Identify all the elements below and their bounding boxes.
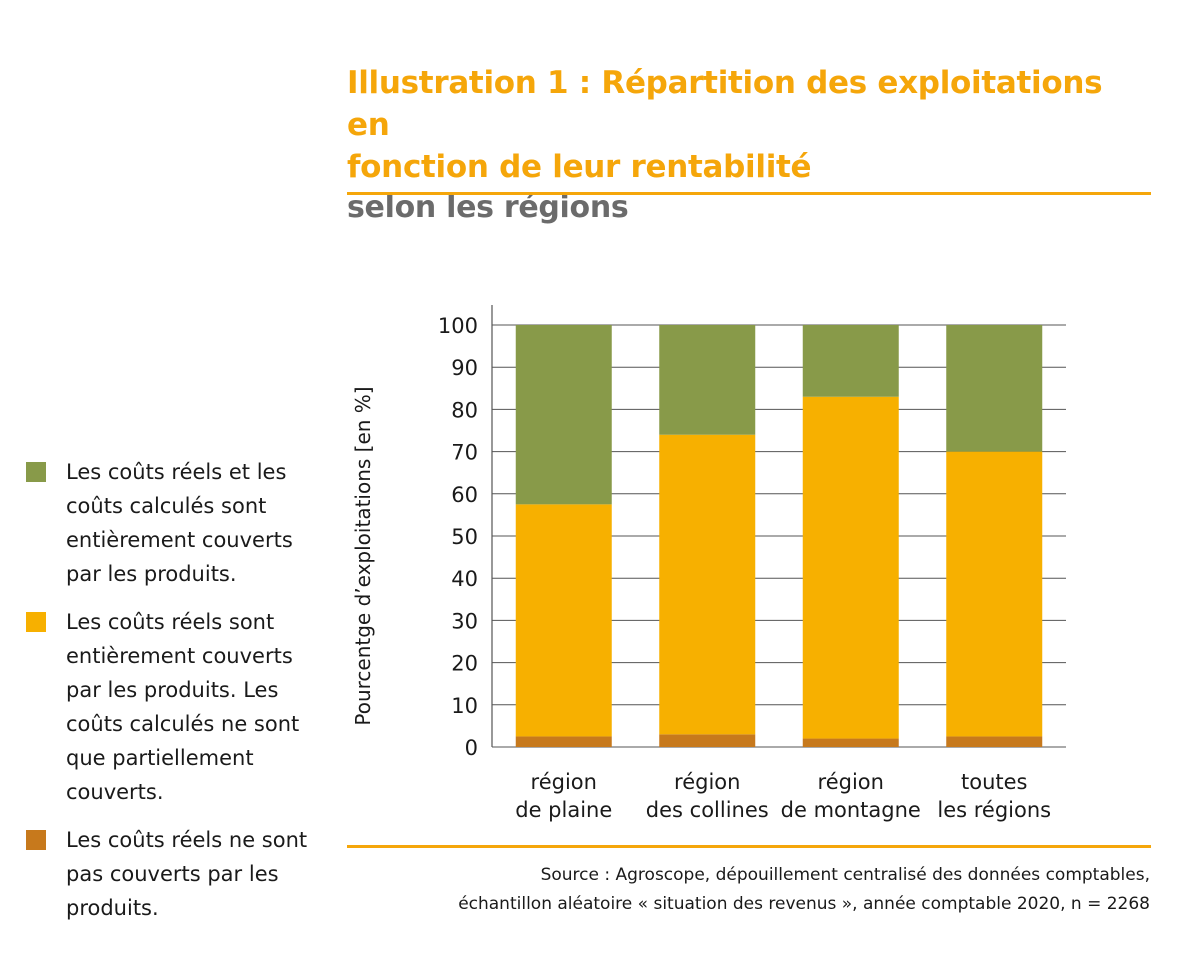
y-axis-title: Pourcentge d’exploitations [en %] [351, 386, 375, 725]
y-tick-label: 100 [438, 314, 478, 338]
bar-segment [946, 325, 1043, 452]
legend-label-line: entièrement couverts [66, 528, 293, 552]
y-tick-label: 90 [451, 356, 478, 380]
chart-title-line-2: fonction de leur rentabilité [347, 149, 812, 185]
source-line-1: Source : Agroscope, dépouillement centra… [540, 865, 1150, 885]
stacked-bar-chart: 0 10 20 30 40 50 60 70 80 90 100 région de plaine rég… [351, 305, 1066, 822]
x-category-label: toutes [961, 770, 1028, 794]
bar-segment [946, 736, 1043, 747]
legend-label-line: par les produits. Les [66, 678, 279, 702]
x-category-label: des collines [646, 798, 769, 822]
bar-segment [659, 734, 756, 747]
bar-segment [659, 434, 756, 735]
bar-segment [515, 325, 612, 505]
legend-label-line: produits. [66, 896, 159, 920]
bar-segment [515, 736, 612, 747]
y-tick-label: 50 [451, 525, 478, 549]
bar-segment [802, 325, 899, 397]
x-category-label: les régions [937, 798, 1051, 822]
x-category-label: région [818, 770, 884, 794]
legend-label-line: Les coûts réels ne sont [66, 828, 308, 852]
legend-item-not-covered: Les coûts réels ne sont pas couverts par… [26, 823, 326, 925]
bottom-divider [347, 845, 1151, 848]
source-line-2: échantillon aléatoire « situation des re… [458, 894, 1150, 914]
legend-swatch-brown [26, 830, 46, 850]
y-tick-label: 40 [451, 567, 478, 591]
chart-title-line-1: Illustration 1 : Répartition des exploit… [347, 65, 1103, 143]
chart-title: Illustration 1 : Répartition des exploit… [347, 62, 1151, 188]
y-tick-label: 60 [451, 483, 478, 507]
top-divider [347, 192, 1151, 195]
legend: Les coûts réels et les coûts calculés so… [26, 455, 326, 939]
y-tick-label: 10 [451, 694, 478, 718]
chart-subtitle: selon les régions [347, 190, 629, 225]
legend-label-line: pas couverts par les [66, 862, 279, 886]
bar-segment [802, 738, 899, 747]
legend-label-line: Les coûts réels sont [66, 610, 275, 634]
legend-label-line: que partiellement [66, 746, 254, 770]
x-category-label: de montagne [781, 798, 921, 822]
legend-swatch-yellow [26, 612, 46, 632]
x-category-label: région [531, 770, 597, 794]
bar-segment [515, 504, 612, 737]
y-tick-label: 70 [451, 441, 478, 465]
x-category-label: région [674, 770, 740, 794]
y-tick-label: 80 [451, 398, 478, 422]
bar-layer [515, 325, 1043, 747]
x-category-label: de plaine [515, 798, 612, 822]
y-tick-label: 30 [451, 609, 478, 633]
y-tick-label: 0 [465, 736, 478, 760]
legend-swatch-green [26, 462, 46, 482]
legend-label-line: entièrement couverts [66, 644, 293, 668]
legend-item-fully-covered: Les coûts réels et les coûts calculés so… [26, 455, 326, 591]
bar-segment [946, 451, 1043, 737]
legend-label-line: coûts calculés ne sont [66, 712, 300, 736]
legend-label-line: Les coûts réels et les [66, 460, 287, 484]
legend-item-real-costs-covered: Les coûts réels sont entièrement couvert… [26, 605, 326, 809]
legend-label-line: coûts calculés sont [66, 494, 267, 518]
source-note: Source : Agroscope, dépouillement centra… [458, 861, 1150, 919]
label-layer: 0 10 20 30 40 50 60 70 80 90 100 région de plaine rég… [351, 314, 1051, 822]
y-tick-label: 20 [451, 652, 478, 676]
legend-label-line: par les produits. [66, 562, 237, 586]
chart-title-block: Illustration 1 : Répartition des exploit… [347, 62, 1151, 228]
bar-segment [802, 396, 899, 739]
legend-label-line: couverts. [66, 780, 164, 804]
bar-segment [659, 325, 756, 435]
